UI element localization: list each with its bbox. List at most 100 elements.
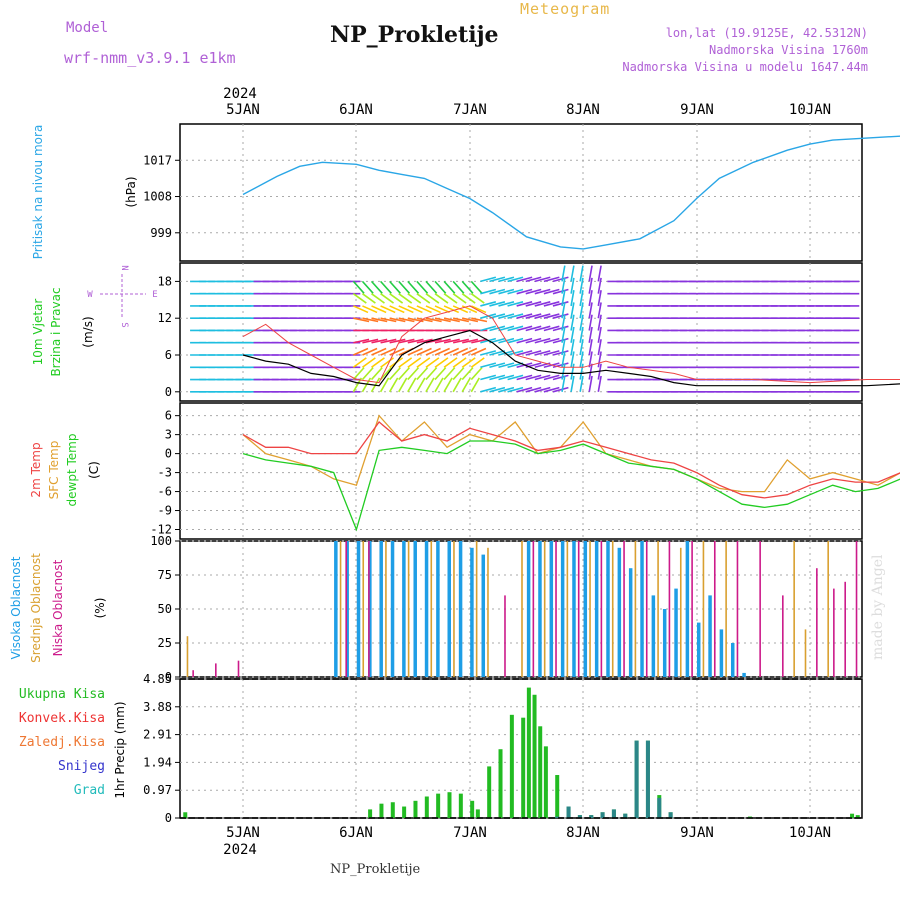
wind-barb (425, 280, 438, 294)
cloud-bar-0 (424, 541, 429, 677)
wind-barb (371, 293, 385, 304)
precip-axis-label: 1hr Precip (mm) (113, 701, 127, 798)
cloud-bar-2 (600, 541, 603, 677)
cloud-bar-0 (572, 541, 576, 677)
wind-barb (507, 276, 524, 283)
wind-barb (570, 277, 575, 294)
wind-barb (407, 338, 424, 344)
wind-barb (470, 305, 487, 314)
wind-barb (352, 367, 365, 381)
wind-barb (434, 367, 447, 381)
temperature-ytick-label: 3 (165, 428, 172, 442)
cloud-bar-1 (725, 541, 727, 677)
wind-barb (362, 305, 378, 314)
precip-total-bar (538, 726, 543, 818)
wind-barb (379, 367, 392, 381)
wind-barb (516, 325, 533, 332)
wind-barb (570, 375, 575, 392)
wind-barb (443, 338, 460, 344)
wind-barb (489, 350, 506, 356)
precipitation-ytick-label: 4.85 (143, 672, 172, 686)
wind-barb (389, 280, 401, 294)
coordinates-label: lon,lat (19.9125E, 42.5312N) (665, 26, 868, 40)
cloud-bar-1 (804, 629, 807, 677)
wind-barb (470, 293, 485, 304)
wind-barb (434, 347, 450, 356)
cloud-bar-1 (339, 541, 342, 677)
wind-barb (597, 375, 602, 392)
wind-barb (579, 363, 584, 380)
cloud-bar-1 (702, 541, 705, 677)
cloud-bar-1 (487, 547, 489, 677)
cloud_cover-ytick-label: 0 (165, 670, 172, 684)
wind-unit-label: (m/s) (81, 316, 95, 347)
wind-barb (416, 305, 432, 314)
cloud-bar-2 (833, 588, 835, 677)
pressure-panel-frame (179, 123, 863, 262)
wind-barb (552, 288, 569, 295)
wind-barb (452, 280, 465, 294)
wind-barb (516, 288, 533, 295)
wind-barb (552, 374, 569, 381)
wind-barb (480, 276, 497, 283)
wind-gust-line (242, 305, 900, 384)
wind-barb (588, 363, 593, 380)
temperature-ytick-label: -3 (158, 466, 172, 480)
sfc-temp-line (242, 414, 900, 493)
precip-snow-bar (566, 806, 571, 818)
precipitation-ytick-label: 1.94 (143, 755, 172, 769)
wind-barb (516, 313, 533, 319)
precip-snow-bar (555, 816, 560, 818)
precip-total-bar (470, 800, 475, 818)
wind-barb (389, 338, 406, 344)
wind-barb (407, 377, 417, 393)
wind-barb (507, 301, 524, 307)
wind-barb (507, 325, 524, 332)
wind-barb (579, 277, 584, 294)
wind-barb (534, 337, 551, 344)
wind-barb (543, 276, 560, 283)
cloud-bar-0 (413, 541, 417, 677)
wind-barb (534, 301, 551, 307)
precip-legend-item: Snijeg (58, 759, 105, 774)
wind-barb (425, 357, 440, 368)
precip-total-bar (402, 806, 407, 818)
cloud-bar-0 (662, 609, 667, 677)
compass-east-label: E (152, 290, 157, 300)
wind-barb (498, 362, 515, 369)
wind-barb (470, 377, 480, 393)
wind-barb (361, 293, 376, 304)
wind-barb (380, 293, 394, 304)
wind-barb (525, 350, 542, 356)
temp-unit-label: (C) (87, 461, 101, 479)
wind-barb (498, 276, 515, 283)
precip-snow-bar (668, 812, 673, 818)
cloud-bar-1 (827, 541, 829, 677)
wind-barb (489, 374, 506, 381)
cloud-bar-2 (237, 660, 240, 677)
wind-barb (552, 362, 569, 369)
wind-barb (534, 325, 551, 332)
wind-ytick-label: 6 (165, 348, 172, 362)
wind-barb (579, 290, 584, 307)
wind-barb (507, 337, 524, 344)
wind-barb (579, 302, 584, 319)
wind-barb (516, 276, 533, 283)
temperature-ytick-label: -9 (158, 504, 172, 518)
wind-barb (398, 280, 411, 294)
wind-barb (597, 326, 602, 343)
wind-barb (389, 347, 405, 356)
pressure-ytick-label: 1008 (143, 190, 172, 204)
bottom-day-label: 6JAN (339, 825, 373, 841)
cloud-bar-2 (782, 595, 784, 677)
wind-barb (353, 338, 370, 344)
model-label: Model (66, 20, 109, 36)
wind-barb (361, 357, 376, 368)
cloud-bar-2 (816, 568, 818, 677)
precip-total-bar (855, 815, 860, 818)
temperature-ytick-label: -6 (158, 485, 172, 499)
wind-barb (352, 280, 365, 294)
wind-barb (552, 337, 569, 344)
page-title: NP_Prokletije (330, 22, 499, 48)
wind-barb (470, 367, 483, 381)
